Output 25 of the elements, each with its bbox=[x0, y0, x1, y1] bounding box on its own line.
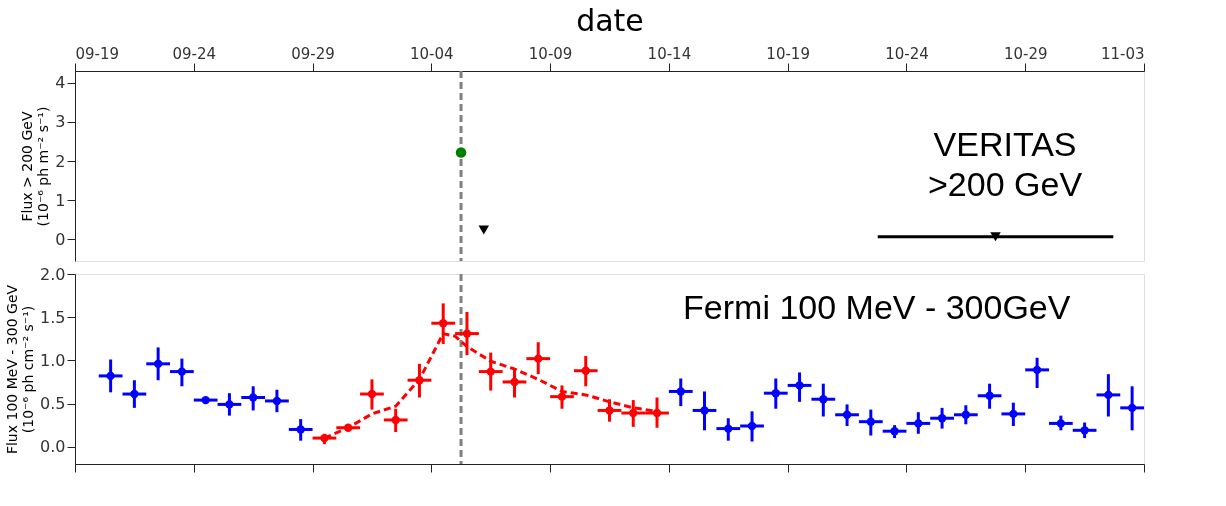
annotation: VERITAS >200 GeV bbox=[928, 124, 1083, 204]
x-tick-label: 09-29 bbox=[291, 44, 335, 63]
y-tick-label: 0 bbox=[55, 229, 66, 249]
y-axis-title: Flux > 200 GeV (10⁻⁶ ph m⁻² s⁻¹) bbox=[19, 106, 52, 227]
x-tick-label: 10-24 bbox=[885, 44, 929, 63]
y-tick-label: 2 bbox=[55, 151, 66, 171]
x-tick-label: 10-19 bbox=[766, 44, 810, 63]
x-tick-label: 10-04 bbox=[410, 44, 454, 63]
y-tick-label: 0.5 bbox=[40, 394, 66, 414]
x-tick-label: 10-14 bbox=[647, 44, 692, 63]
y-tick-label: 3 bbox=[55, 112, 66, 132]
x-tick-label: 10-29 bbox=[1003, 44, 1048, 63]
annotation: Fermi 100 MeV - 300GeV bbox=[683, 288, 1071, 326]
x-axis-title: date bbox=[576, 2, 644, 38]
y-tick-label: 2.0 bbox=[40, 264, 66, 284]
y-tick-label: 1.5 bbox=[40, 307, 66, 327]
y-axis-title: Flux 100 MeV - 300 GeV (10⁻⁶ ph cm⁻² s⁻¹) bbox=[4, 284, 37, 455]
y-tick-label: 1.0 bbox=[40, 350, 66, 370]
y-tick-label: 0.0 bbox=[40, 437, 66, 457]
x-tick-label: 09-19 bbox=[75, 44, 120, 63]
y-tick-label: 4 bbox=[55, 73, 66, 93]
x-tick-label: 11-03 bbox=[1100, 44, 1145, 63]
x-tick-label: 09-24 bbox=[172, 44, 217, 63]
x-tick-label: 10-09 bbox=[528, 44, 573, 63]
y-tick-label: 1 bbox=[55, 190, 66, 210]
